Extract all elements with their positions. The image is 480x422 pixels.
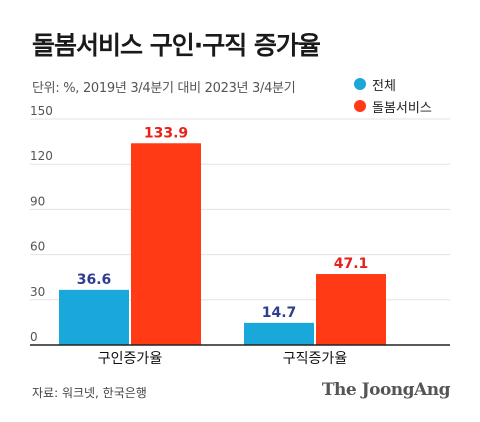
legend-label-care: 돌봄서비스 (372, 100, 432, 116)
y-tick-label: 120 (30, 149, 53, 163)
legend-item-total: 전체 (354, 73, 432, 95)
x-tick-label: 구인증가율 (98, 351, 163, 367)
y-tick-label: 90 (30, 194, 45, 208)
data-label: 133.9 (144, 125, 188, 141)
legend-item-care: 돌봄서비스 (354, 95, 432, 117)
data-label: 47.1 (334, 256, 369, 272)
legend: 전체 돌봄서비스 (354, 73, 432, 117)
source-note: 자료: 워크넷, 한국은행 (32, 386, 147, 400)
x-tick-label: 구직증가율 (283, 351, 348, 367)
bar (244, 322, 314, 345)
data-label: 14.7 (262, 305, 297, 321)
legend-label-total: 전체 (372, 78, 396, 94)
y-tick-label: 30 (30, 285, 45, 299)
bar (131, 143, 201, 345)
legend-swatch-care (354, 100, 366, 112)
y-tick-label: 150 (30, 104, 53, 118)
y-tick-label: 0 (30, 330, 38, 344)
chart-title: 돌봄서비스 구인·구직 증가율 (32, 31, 321, 60)
brand-logo: The JoongAng (321, 380, 451, 400)
bar (316, 274, 386, 345)
chart-subtitle: 단위: %, 2019년 3/4분기 대비 2023년 3/4분기 (32, 81, 296, 96)
data-label: 36.6 (77, 272, 112, 288)
bar (59, 289, 129, 345)
y-tick-label: 60 (30, 240, 45, 254)
legend-swatch-total (354, 78, 366, 90)
